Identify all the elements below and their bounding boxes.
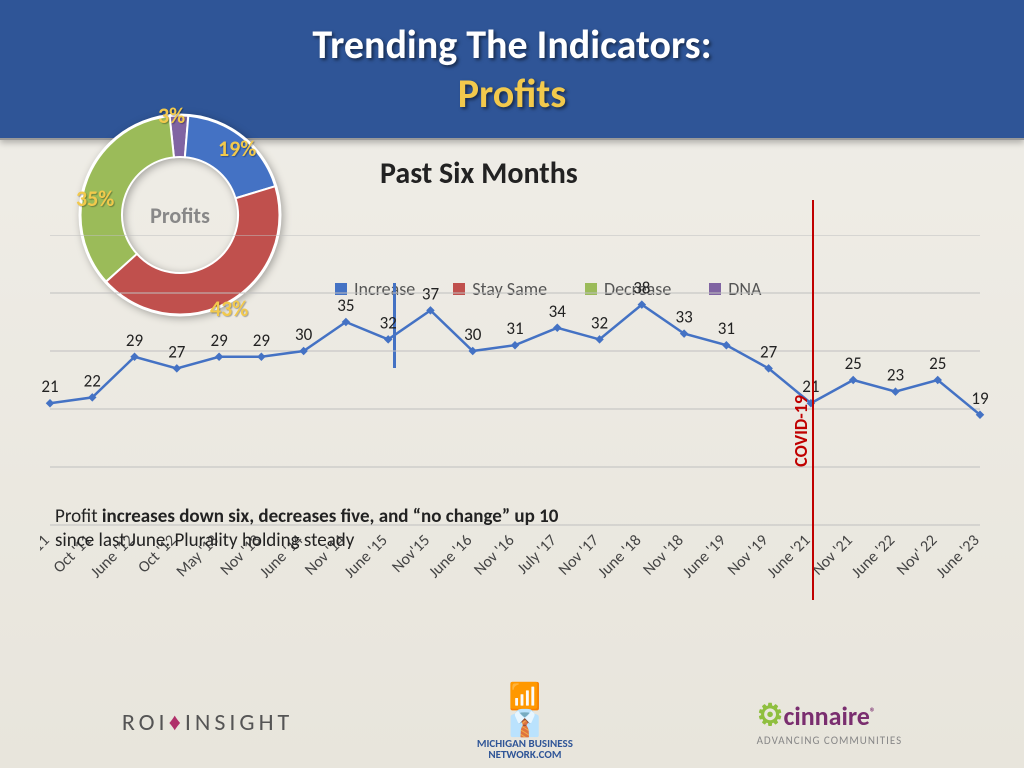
- svg-text:Nov '21: Nov '21: [808, 531, 856, 579]
- title-line2: Profits: [458, 69, 567, 118]
- svg-text:June '22: June '22: [848, 531, 899, 582]
- svg-text:June '11: June '11: [40, 531, 54, 582]
- svg-text:Nov '18: Nov '18: [639, 531, 687, 579]
- svg-text:Nov '19: Nov '19: [724, 531, 772, 579]
- mbn-logo: 📶👔 MICHIGAN BUSINESS NETWORK.COM: [477, 683, 573, 761]
- svg-text:38: 38: [633, 278, 650, 299]
- donut-slice-label: 35%: [76, 185, 114, 212]
- tie-icon: 📶👔: [477, 683, 573, 738]
- annotation-text: Profit increases down six, decreases fiv…: [55, 505, 575, 553]
- svg-text:25: 25: [929, 353, 946, 374]
- svg-text:June '19: June '19: [679, 531, 730, 582]
- title-line1: Trending The Indicators:: [312, 20, 711, 69]
- covid-label: COVID-19: [790, 395, 812, 467]
- footer-logos: ROI♦INSIGHT 📶👔 MICHIGAN BUSINESS NETWORK…: [0, 682, 1024, 762]
- svg-text:June '21: June '21: [763, 531, 814, 582]
- svg-text:21: 21: [41, 376, 58, 397]
- svg-text:29: 29: [210, 330, 228, 351]
- svg-text:27: 27: [168, 341, 186, 362]
- svg-text:29: 29: [253, 330, 271, 351]
- svg-text:30: 30: [464, 324, 482, 345]
- svg-text:30: 30: [295, 324, 313, 345]
- donut-slice-label: 19%: [218, 135, 256, 162]
- svg-text:29: 29: [126, 330, 144, 351]
- svg-text:33: 33: [675, 307, 692, 328]
- svg-text:19: 19: [971, 388, 989, 409]
- svg-text:34: 34: [549, 301, 567, 322]
- svg-text:32: 32: [380, 312, 397, 333]
- svg-text:27: 27: [760, 341, 778, 362]
- svg-text:37: 37: [422, 283, 440, 304]
- chart-title: Past Six Months: [380, 155, 578, 192]
- svg-text:June '18: June '18: [594, 531, 645, 582]
- svg-text:31: 31: [506, 318, 523, 339]
- covid-marker-line: [812, 200, 814, 600]
- svg-text:22: 22: [84, 370, 101, 391]
- svg-text:June '23: June '23: [932, 531, 983, 582]
- svg-text:35: 35: [337, 295, 354, 316]
- svg-text:31: 31: [718, 318, 735, 339]
- cinnaire-logo: ⚙cinnaire® ADVANCING COMMUNITIES: [757, 697, 903, 747]
- svg-text:32: 32: [591, 312, 608, 333]
- svg-text:25: 25: [845, 353, 862, 374]
- donut-slice-label: 3%: [158, 102, 185, 129]
- svg-text:Nov' 22: Nov' 22: [893, 531, 941, 579]
- svg-text:23: 23: [887, 365, 904, 386]
- roi-insight-logo: ROI♦INSIGHT: [122, 708, 293, 737]
